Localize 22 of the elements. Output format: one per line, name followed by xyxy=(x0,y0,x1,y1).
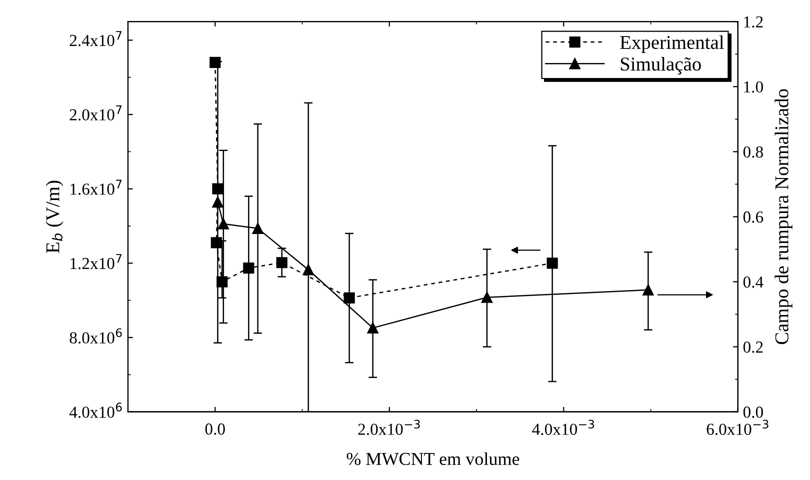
legend-label: Simulação xyxy=(620,56,701,75)
y-axis-title: E$_{b}$ (V/m) xyxy=(46,180,64,254)
x-axis-title: % MWCNT em volume xyxy=(346,452,520,466)
y2-tick-label: 0.2 xyxy=(743,342,763,353)
x-tick-label: 6.0x10$^{−3}$ xyxy=(706,420,768,436)
y2-tick-label: 1.2 xyxy=(744,16,763,28)
y-tick-label: 4.0x10$^{6}$ xyxy=(69,402,122,418)
y2-tick-label: 0.8 xyxy=(743,146,763,158)
x-tick-label: 2.0x10$^{−3}$ xyxy=(358,420,420,436)
legend-label: Experimental xyxy=(620,35,724,53)
y-tick-label: 8.0x10$^{6}$ xyxy=(70,328,122,344)
y2-tick-label: 0.6 xyxy=(743,211,764,223)
y-tick-label: 1.2x10$^{7}$ xyxy=(70,254,122,270)
x-tick-label: 0.0 xyxy=(205,423,225,435)
y2-tick-label: 0.0 xyxy=(743,406,763,418)
y2-tick-label: 0.4 xyxy=(743,276,764,288)
y-tick-label: 2.4x10$^{7}$ xyxy=(70,31,122,46)
x-tick-label: 4.0x10$^{−3}$ xyxy=(532,420,594,436)
y2-tick-label: 1.0 xyxy=(744,81,763,93)
y-tick-label: 1.6x10$^{7}$ xyxy=(70,180,122,195)
y-tick-label: 2.0x10$^{7}$ xyxy=(70,105,122,121)
y2-axis-title: Campo de rumpura Normalizado xyxy=(774,89,792,344)
